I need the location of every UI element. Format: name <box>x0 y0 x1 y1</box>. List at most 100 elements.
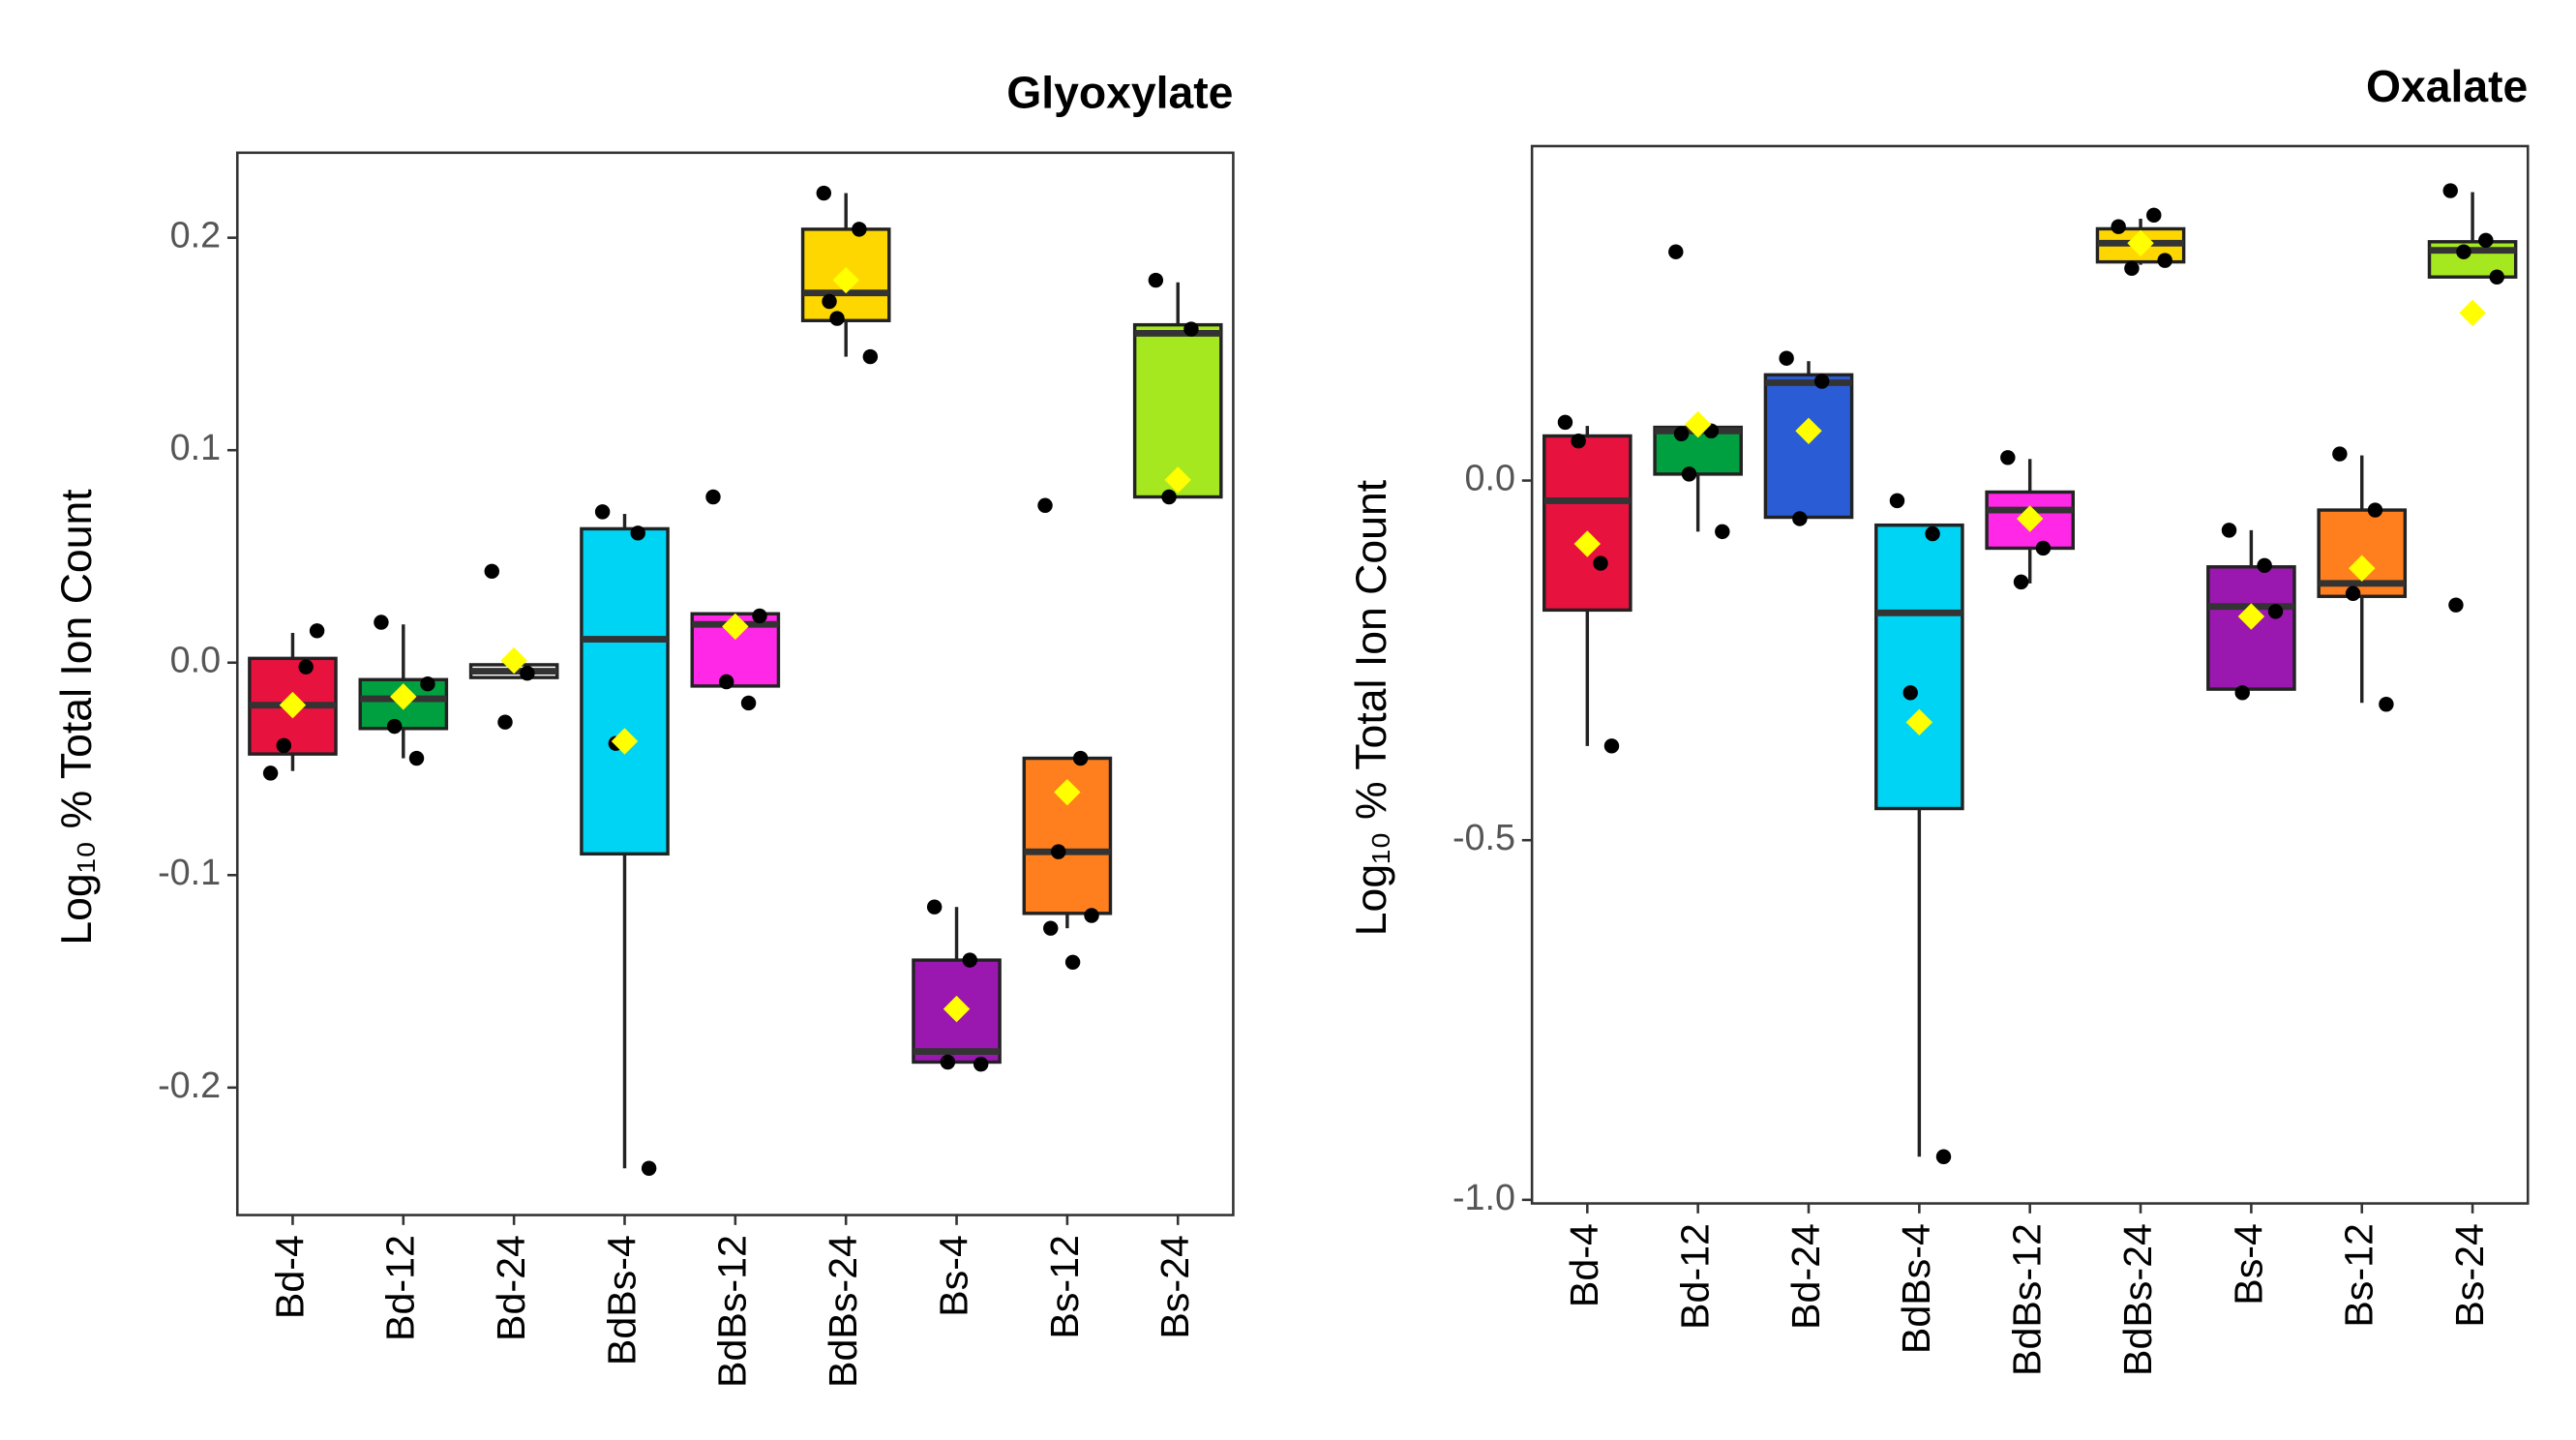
data-point <box>705 489 721 505</box>
box <box>2427 240 2518 279</box>
box <box>1542 434 1632 613</box>
y-tick-label: 0.0 <box>170 640 221 680</box>
x-tick-label: BdBs-12 <box>710 1235 755 1388</box>
mean-marker <box>2349 555 2376 582</box>
mean-marker <box>1795 417 1822 445</box>
data-point <box>484 563 499 580</box>
data-point <box>641 1160 657 1176</box>
data-point <box>740 695 757 711</box>
x-tick-label: Bs-12 <box>2337 1223 2381 1328</box>
x-tick-label: BdBs-12 <box>2005 1223 2050 1376</box>
mean-marker <box>1684 410 1712 438</box>
x-tick-label: Bd-12 <box>1673 1223 1718 1330</box>
y-tick-label: -0.2 <box>158 1065 221 1105</box>
mean-marker <box>1164 466 1191 494</box>
data-point <box>386 718 403 735</box>
data-point <box>718 674 734 690</box>
data-point <box>1037 497 1053 513</box>
x-tick-label: Bd-24 <box>1783 1223 1828 1330</box>
data-point <box>594 504 611 520</box>
data-point <box>2456 244 2471 259</box>
data-point <box>940 1054 956 1070</box>
y-tick-label: 0.2 <box>170 215 221 255</box>
data-point <box>420 675 435 692</box>
mean-marker <box>279 691 307 719</box>
x-tick-label: Bd-12 <box>378 1235 423 1341</box>
mean-marker <box>943 995 971 1023</box>
y-tick-label: 0.0 <box>1465 458 1515 498</box>
data-point <box>309 623 325 639</box>
data-point <box>2157 253 2172 268</box>
data-point <box>1161 489 1177 505</box>
data-point <box>1779 350 1794 366</box>
data-point <box>1051 844 1066 859</box>
data-point <box>1603 738 1620 754</box>
box <box>580 526 670 856</box>
data-point <box>2146 207 2162 224</box>
y-tick-label: 0.1 <box>170 427 221 467</box>
data-point <box>1571 433 1586 449</box>
x-tick-label: Bs-12 <box>1042 1235 1087 1339</box>
data-point <box>1792 511 1808 526</box>
data-point <box>862 348 879 365</box>
data-point <box>497 714 513 730</box>
x-tick-label: BdBs-4 <box>599 1235 644 1365</box>
data-point <box>520 665 535 681</box>
data-point <box>1902 685 1918 701</box>
data-point <box>973 1056 989 1072</box>
data-point <box>630 525 645 541</box>
data-point <box>374 615 389 630</box>
data-point <box>829 311 845 326</box>
data-point <box>276 737 292 754</box>
y-tick-label: -1.0 <box>1453 1177 1515 1217</box>
mean-marker <box>2127 229 2154 257</box>
data-point <box>852 222 867 237</box>
data-point <box>1668 244 1684 259</box>
x-tick-label: Bd-4 <box>1562 1223 1606 1307</box>
data-point <box>2267 604 2284 619</box>
data-point <box>2000 450 2016 465</box>
data-point <box>962 952 977 968</box>
x-tick-label: Bd-24 <box>489 1235 533 1341</box>
x-tick-label: BdBs-4 <box>1894 1223 1938 1354</box>
data-point <box>2111 219 2126 234</box>
data-point <box>2448 597 2464 613</box>
data-point <box>2332 446 2348 462</box>
data-point <box>1148 272 1164 288</box>
data-point <box>262 765 279 781</box>
box <box>1874 523 1964 811</box>
y-tick-label: -0.5 <box>1453 817 1515 857</box>
data-point <box>2489 269 2504 285</box>
data-point <box>752 608 767 624</box>
mean-marker <box>832 266 859 294</box>
data-point <box>2257 557 2272 574</box>
data-point <box>2221 523 2237 538</box>
data-point <box>1557 414 1573 431</box>
data-point <box>1072 750 1089 766</box>
data-point <box>816 185 832 201</box>
data-point <box>926 899 943 915</box>
y-axis-label: Log₁₀ % Total Ion Count <box>53 489 101 945</box>
mean-marker <box>2459 299 2486 327</box>
chart-title: Oxalate <box>2366 61 2528 111</box>
data-point <box>1814 374 1830 389</box>
x-tick-label: Bs-4 <box>2226 1223 2270 1305</box>
data-point <box>2013 574 2029 590</box>
data-point <box>2035 540 2052 556</box>
data-point <box>1043 920 1059 936</box>
x-tick-label: Bs-24 <box>1153 1235 1197 1339</box>
mean-marker <box>1905 708 1933 736</box>
data-point <box>1064 954 1081 971</box>
y-tick-label: -0.1 <box>158 852 221 892</box>
x-tick-label: BdBs-24 <box>821 1235 865 1388</box>
mean-marker <box>2237 603 2265 630</box>
data-point <box>2345 585 2361 601</box>
data-point <box>2442 183 2458 198</box>
data-point <box>1084 908 1099 923</box>
data-point <box>408 750 425 766</box>
data-point <box>1935 1149 1952 1164</box>
x-tick-label: Bd-4 <box>267 1235 312 1319</box>
y-axis-label: Log₁₀ % Total Ion Count <box>1348 479 1395 936</box>
mean-marker <box>611 728 639 755</box>
